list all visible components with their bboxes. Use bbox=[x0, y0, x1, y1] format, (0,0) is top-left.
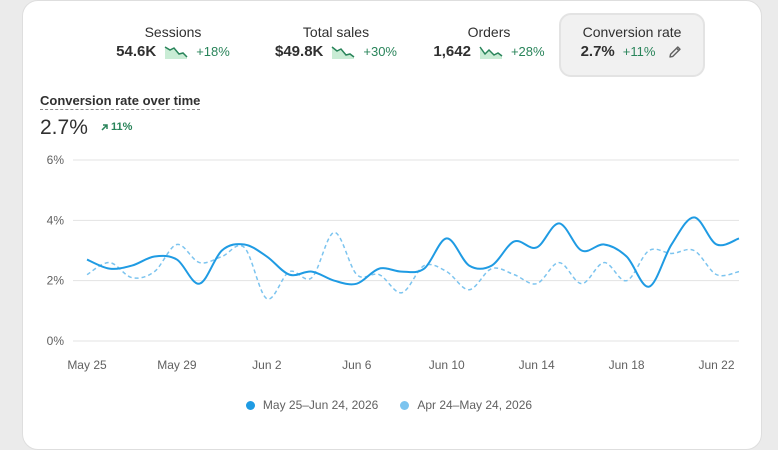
pencil-icon[interactable] bbox=[667, 44, 683, 60]
legend-label-previous: Apr 24–May 24, 2026 bbox=[417, 398, 533, 412]
metric-label: Sessions bbox=[144, 24, 202, 40]
metric-orders[interactable]: Orders 1,642 +28% bbox=[419, 13, 559, 77]
x-tick-label: May 25 bbox=[67, 358, 107, 372]
x-tick-label: Jun 2 bbox=[252, 358, 282, 372]
x-tick-label: May 29 bbox=[157, 358, 197, 372]
metric-total-sales[interactable]: Total sales $49.8K +30% bbox=[253, 13, 419, 77]
y-tick-label: 2% bbox=[47, 274, 65, 288]
metric-delta: +30% bbox=[363, 44, 397, 59]
legend-dot-previous bbox=[400, 400, 410, 410]
metric-label: Orders bbox=[467, 24, 511, 40]
y-tick-label: 0% bbox=[47, 334, 65, 348]
metric-delta: +18% bbox=[196, 44, 230, 59]
metric-delta: +28% bbox=[510, 44, 545, 59]
metric-value: $49.8K bbox=[275, 43, 324, 60]
series-line-previous bbox=[86, 231, 740, 300]
sparkline-icon bbox=[164, 45, 188, 59]
chart-current-value: 2.7% bbox=[40, 116, 88, 139]
series-line-current bbox=[86, 216, 740, 288]
metric-conversion-rate[interactable]: Conversion rate 2.7% +11% bbox=[559, 13, 705, 77]
legend-label-current: May 25–Jun 24, 2026 bbox=[262, 398, 379, 412]
legend-item-previous[interactable]: Apr 24–May 24, 2026 bbox=[400, 398, 532, 412]
metric-value: 1,642 bbox=[433, 43, 471, 60]
metric-delta: +11% bbox=[622, 44, 656, 59]
metric-label: Total sales bbox=[302, 24, 370, 40]
chart-delta-value: 11% bbox=[111, 121, 133, 133]
chart-title[interactable]: Conversion rate over time bbox=[40, 93, 201, 110]
x-tick-label: Jun 14 bbox=[519, 358, 555, 372]
arrow-up-right-icon bbox=[101, 123, 108, 131]
legend-item-current[interactable]: May 25–Jun 24, 2026 bbox=[245, 398, 379, 412]
sparkline-icon bbox=[331, 45, 355, 59]
metric-value: 54.6K bbox=[116, 43, 157, 60]
y-tick-label: 4% bbox=[47, 213, 65, 227]
x-tick-label: Jun 22 bbox=[699, 358, 735, 372]
x-tick-label: Jun 10 bbox=[429, 358, 465, 372]
metric-value: 2.7% bbox=[580, 43, 615, 60]
conversion-card: Sessions 54.6K +18% Total sales $49.8K +… bbox=[22, 0, 762, 450]
sparkline-icon bbox=[479, 46, 503, 59]
chart-delta: 11% bbox=[100, 121, 132, 133]
x-tick-label: Jun 18 bbox=[609, 358, 645, 372]
x-tick-label: Jun 6 bbox=[342, 358, 372, 372]
metric-sessions[interactable]: Sessions 54.6K +18% bbox=[93, 13, 253, 77]
y-tick-label: 6% bbox=[47, 153, 65, 167]
legend-dot-current bbox=[245, 400, 255, 410]
line-chart: 0% 2% 4% 6% May 25 May 29 Jun 2 Jun 6 Jun 10 Jun … bbox=[47, 153, 740, 372]
metric-label: Conversion rate bbox=[582, 24, 682, 40]
chart-legend: May 25–Jun 24, 2026 Apr 24–May 24, 2026 bbox=[0, 398, 778, 412]
